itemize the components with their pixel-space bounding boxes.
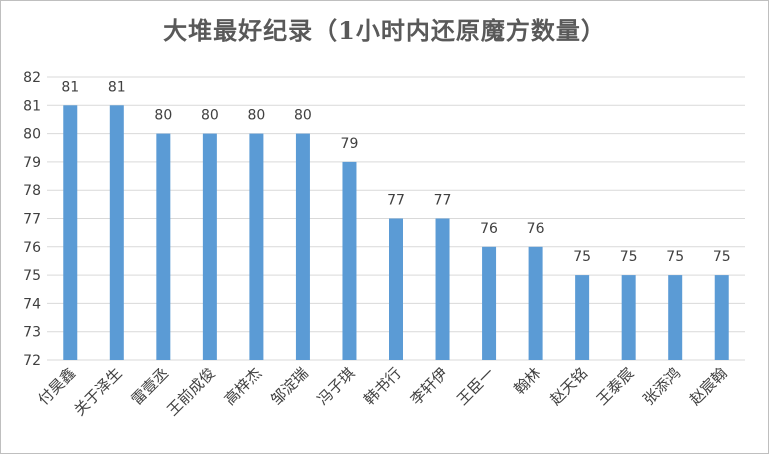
x-tick-label: 韩书行 [360,364,405,409]
bar [435,218,450,360]
bar [575,275,590,360]
x-tick-label: 王泰宸 [593,364,638,409]
bar [389,218,403,360]
bar [156,133,171,360]
bar [714,275,729,360]
data-label: 81 [61,79,79,95]
chart-title: 大堆最好纪录（1小时内还原魔方数量） [163,16,606,45]
data-label: 79 [341,136,359,152]
data-label: 80 [294,108,312,124]
x-tick-label: 王前成俊 [164,364,219,419]
data-label: 75 [620,249,638,265]
y-tick-label: 74 [23,296,41,312]
data-label: 75 [713,249,731,265]
bar [249,133,264,360]
x-tick-label: 李轩伊 [407,364,452,409]
data-label: 75 [666,249,684,265]
y-tick-label: 82 [23,70,41,86]
data-label: 76 [527,221,545,237]
data-label: 77 [387,193,405,209]
data-label: 76 [480,221,498,237]
bar [621,275,636,360]
y-tick-label: 79 [23,155,41,171]
y-tick-label: 81 [23,98,41,114]
data-label: 80 [154,108,172,124]
data-label: 77 [434,193,452,209]
bar [528,246,543,360]
data-label: 75 [573,249,591,265]
data-label: 80 [201,108,219,124]
x-tick-label: 张添鸿 [639,364,684,409]
data-label: 80 [247,108,265,124]
y-tick-label: 80 [23,127,41,143]
x-tick-label: 赵天铭 [546,364,591,409]
bar [109,105,124,360]
bar [342,161,357,360]
bar [668,275,683,360]
bar [202,133,217,360]
x-tick-label: 翰林 [510,364,544,398]
bar [295,133,310,360]
y-tick-label: 76 [23,240,41,256]
y-tick-label: 75 [23,268,41,284]
y-tick-label: 73 [23,325,41,341]
bar [63,105,78,360]
data-label: 81 [108,79,126,95]
x-tick-label: 王臣一 [453,364,498,409]
x-tick-label: 关于泽生 [70,364,125,419]
x-tick-label: 付昊鑫 [35,364,80,409]
y-tick-label: 77 [23,212,41,228]
x-tick-label: 赵宸翰 [686,364,731,409]
x-tick-label: 冯子琪 [314,364,359,409]
y-tick-label: 78 [23,183,41,199]
y-tick-label: 72 [23,353,41,369]
x-tick-label: 高梓杰 [221,364,266,409]
bar [482,246,497,360]
x-tick-label: 邹淀瑞 [267,364,312,409]
x-tick-label: 雷壹丞 [128,364,173,409]
